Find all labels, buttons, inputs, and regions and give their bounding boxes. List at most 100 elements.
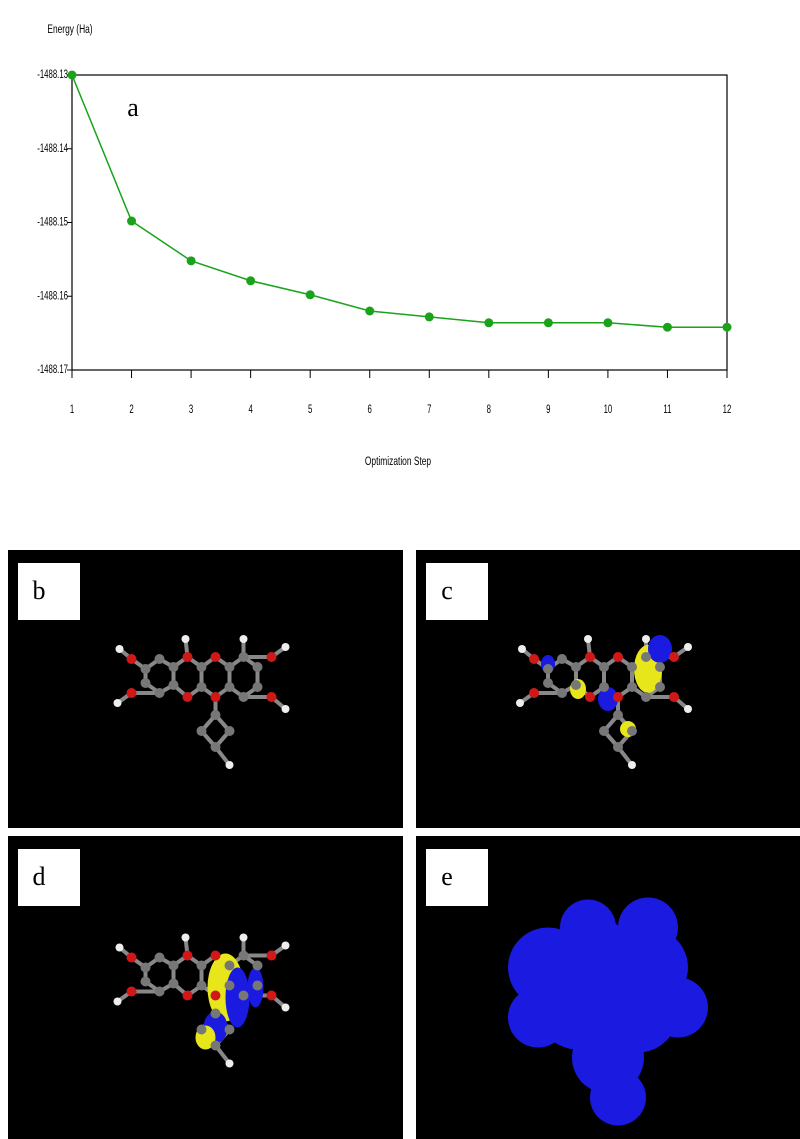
atom <box>557 654 567 664</box>
atom <box>266 652 277 662</box>
atom <box>281 643 290 651</box>
x-tick-label: 7 <box>427 404 432 417</box>
atom <box>140 976 151 987</box>
atom <box>210 652 221 662</box>
atom <box>281 1003 290 1012</box>
atom <box>140 664 151 674</box>
atom <box>543 664 553 674</box>
atom <box>210 1040 221 1051</box>
atom <box>210 692 221 702</box>
molecule <box>113 933 290 1068</box>
atom <box>182 692 193 702</box>
x-tick-label: 9 <box>546 404 551 417</box>
atom <box>210 950 221 961</box>
annotation: a <box>127 93 139 122</box>
point <box>722 322 732 332</box>
atom <box>196 662 207 672</box>
atom <box>529 688 539 698</box>
atom <box>210 742 221 752</box>
surface-lobe <box>508 987 568 1048</box>
atom <box>655 682 665 692</box>
atom <box>613 710 623 720</box>
atom <box>113 699 122 707</box>
y-tick-label: -1488.16 <box>37 290 68 303</box>
atom <box>266 990 277 1001</box>
atom <box>584 635 592 643</box>
panel-label: d <box>33 862 46 891</box>
atom <box>684 705 692 713</box>
atom <box>224 682 235 692</box>
atom <box>627 726 637 736</box>
point <box>424 312 434 322</box>
atom <box>281 941 290 950</box>
point <box>67 70 77 80</box>
atom <box>669 652 679 662</box>
atom <box>126 986 137 997</box>
atom <box>281 705 290 713</box>
y-tick-label: -1488.14 <box>37 142 68 155</box>
panel-label-box <box>18 563 80 620</box>
atom <box>655 662 665 672</box>
atom <box>571 662 581 672</box>
surface-lobe <box>560 899 616 956</box>
atom <box>182 990 193 1001</box>
atom <box>238 990 249 1001</box>
atom <box>154 688 165 698</box>
surface-lobe <box>618 897 678 958</box>
point <box>305 290 315 300</box>
atom <box>642 635 650 643</box>
atom <box>224 662 235 672</box>
panel-label: e <box>441 862 453 891</box>
atom <box>115 645 124 653</box>
atom <box>266 950 277 961</box>
atom <box>684 643 692 651</box>
atom <box>181 635 190 643</box>
atom <box>252 960 263 971</box>
atom <box>224 1024 235 1035</box>
atom <box>516 699 524 707</box>
atom <box>224 960 235 971</box>
atom <box>126 688 137 698</box>
panel-label: c <box>441 576 453 605</box>
x-tick-label: 6 <box>368 404 373 417</box>
atom <box>599 726 609 736</box>
x-tick-label: 2 <box>129 404 134 417</box>
atom <box>238 652 249 662</box>
x-axis-label: Optimization Step <box>365 456 431 469</box>
x-tick-label: 10 <box>604 404 613 417</box>
atom <box>140 962 151 973</box>
atom <box>529 654 539 664</box>
surface-lobe <box>590 1069 646 1126</box>
surface-lobe <box>648 977 708 1038</box>
plot-frame <box>71 74 728 371</box>
atom <box>196 682 207 692</box>
atom <box>154 986 165 997</box>
point <box>365 306 375 316</box>
panel-label-box <box>426 563 488 620</box>
atom <box>585 692 595 702</box>
atom <box>252 662 263 672</box>
atom <box>627 682 637 692</box>
panel-label-box <box>426 849 488 906</box>
atom <box>239 635 248 643</box>
atom <box>126 654 137 664</box>
point <box>246 276 256 286</box>
atom <box>224 980 235 991</box>
atom <box>140 678 151 688</box>
point <box>543 318 553 328</box>
atom <box>599 662 609 672</box>
x-tick-label: 3 <box>189 404 194 417</box>
y-tick-label: -1488.15 <box>37 216 68 229</box>
atom <box>543 678 553 688</box>
point <box>662 322 672 332</box>
atom <box>225 761 234 769</box>
atom <box>182 950 193 961</box>
x-tick-label: 5 <box>308 404 313 417</box>
x-tick-label: 8 <box>487 404 492 417</box>
point <box>186 256 196 266</box>
atom <box>571 680 581 690</box>
atom <box>210 990 221 1001</box>
panel-label: b <box>33 576 46 605</box>
atom <box>613 652 623 662</box>
